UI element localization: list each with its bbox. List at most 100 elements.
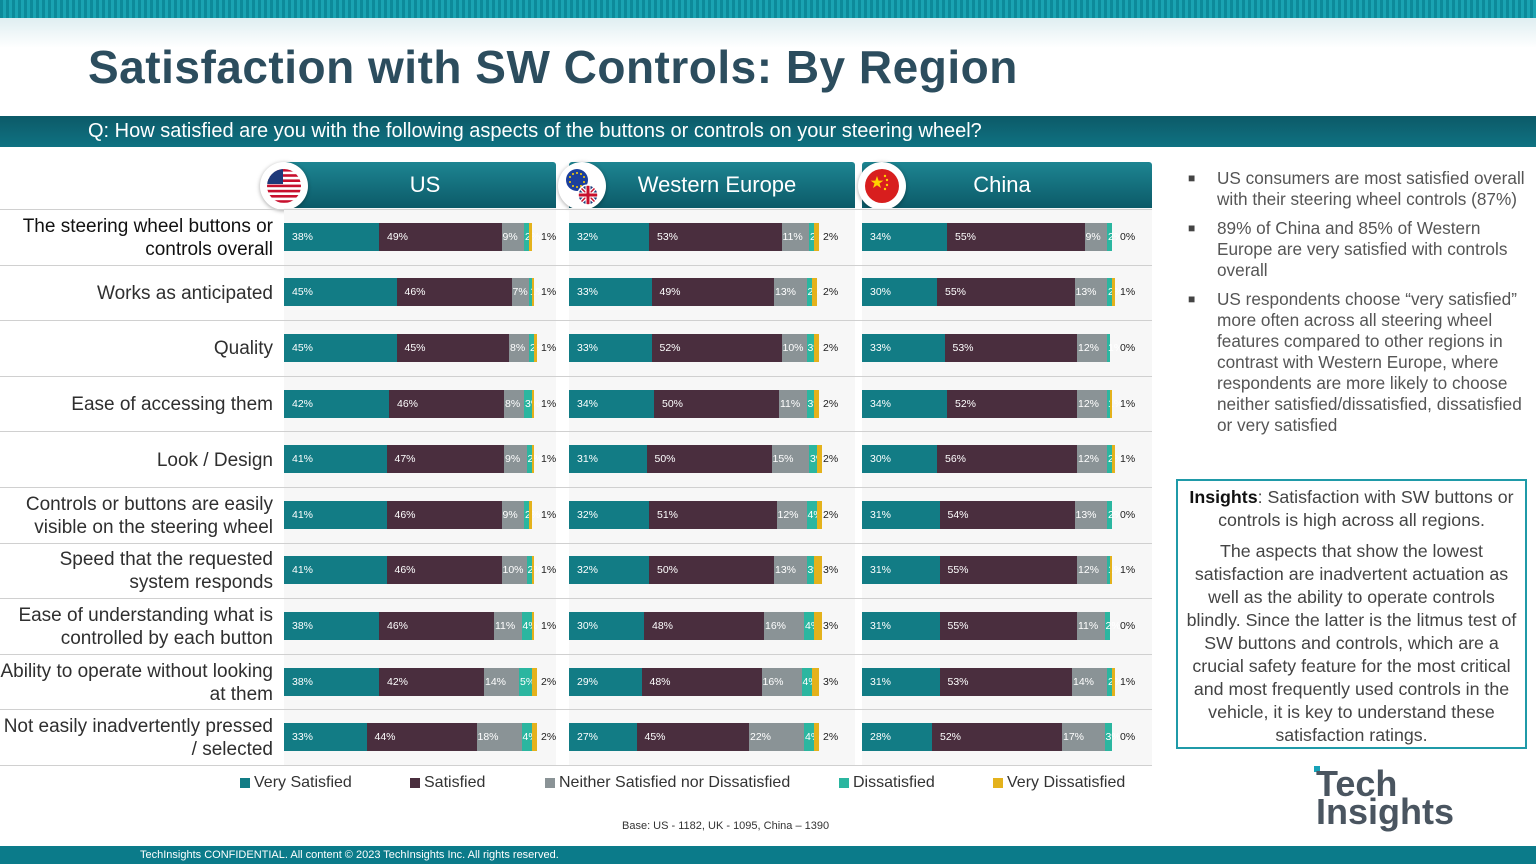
data-label: 42%	[292, 397, 314, 410]
top-stripe	[0, 0, 1536, 18]
footer-copyright: TechInsights CONFIDENTIAL. All content ©…	[0, 846, 1536, 864]
bar-segment	[1107, 389, 1110, 418]
bar-segment	[814, 334, 819, 362]
bar-segment	[284, 500, 387, 529]
top-fade	[0, 18, 1536, 48]
data-label: 55%	[955, 230, 977, 243]
data-label: 38%	[292, 675, 314, 688]
data-label: 28%	[870, 731, 892, 744]
bar-segment	[386, 500, 502, 529]
bar-segment	[862, 389, 947, 418]
data-label: 13%	[775, 286, 797, 299]
data-label: 11%	[782, 230, 803, 243]
data-label: 27%	[577, 731, 599, 744]
data-label: 50%	[654, 453, 676, 466]
data-label: 0%	[1120, 230, 1136, 243]
data-label: 1%	[541, 286, 557, 299]
data-label: 12%	[1078, 342, 1100, 354]
bar-segment	[484, 667, 519, 696]
bar-segment	[1112, 445, 1115, 474]
data-label: 1%	[541, 230, 557, 243]
bar-segment	[814, 723, 819, 752]
bar-segment	[641, 667, 762, 696]
data-label: 12%	[1078, 453, 1100, 466]
row-divider	[0, 375, 1152, 377]
data-label: 1%	[1120, 564, 1136, 577]
page-title: Satisfaction with SW Controls: By Region	[88, 41, 1018, 93]
region-header-western-europe: Western Europe	[569, 162, 855, 208]
data-label: 11%	[495, 620, 516, 632]
bar-segment	[386, 445, 504, 474]
bar-segment	[806, 389, 814, 418]
data-label: 30%	[870, 453, 892, 466]
data-label: 50%	[657, 564, 679, 577]
data-label: 29%	[577, 675, 599, 688]
data-label: 1%	[541, 342, 557, 354]
data-label: 14%	[485, 675, 507, 688]
legend-label: Satisfied	[424, 774, 486, 791]
data-label: 13%	[1075, 286, 1097, 299]
row-divider	[0, 209, 1152, 210]
bar-segment	[1062, 723, 1105, 752]
bar-segment	[569, 222, 649, 251]
data-label: 2%	[823, 397, 839, 410]
bar-segment	[531, 723, 537, 752]
data-label: 2%	[525, 508, 541, 521]
china-flag-icon	[858, 162, 906, 210]
bar-segment	[396, 278, 512, 307]
data-label: 2%	[823, 508, 839, 521]
data-label: 2%	[1108, 508, 1124, 521]
bar-segment	[811, 278, 817, 307]
data-label: 2%	[823, 731, 839, 744]
bar-segment	[366, 723, 477, 752]
legend-label: Very Dissatisfied	[1007, 774, 1126, 791]
data-label: 38%	[292, 620, 314, 632]
bar-segment	[1109, 556, 1112, 585]
bar-segment	[569, 389, 654, 418]
bar-segment	[379, 222, 502, 251]
bar-segment	[519, 667, 532, 696]
data-label: 41%	[292, 453, 314, 466]
data-label: 2%	[525, 230, 541, 243]
bar-segment	[1084, 222, 1107, 251]
data-label: 33%	[577, 342, 599, 354]
bar-segment	[761, 667, 802, 696]
bar-segment	[1077, 445, 1107, 474]
data-label: 33%	[292, 731, 314, 744]
bar-segment	[937, 445, 1077, 474]
bar-segment	[947, 389, 1077, 418]
bar-segment	[814, 556, 822, 585]
data-label: 12%	[1078, 397, 1100, 410]
data-label: 22%	[750, 731, 772, 744]
data-label: 7%	[512, 286, 528, 299]
bar-segment	[649, 222, 782, 251]
bar-segment	[1109, 389, 1112, 418]
bar-segment	[764, 612, 804, 640]
bar-segment	[569, 612, 644, 640]
data-label: 3%	[823, 675, 839, 688]
legend-label: Dissatisfied	[853, 774, 935, 791]
bar-segment	[937, 278, 1075, 307]
row-divider	[0, 598, 1152, 600]
data-label: 2%	[1108, 675, 1124, 688]
bar-segment	[862, 334, 945, 362]
data-label: 2%	[541, 675, 557, 688]
bar-segment	[476, 723, 522, 752]
data-label: 33%	[577, 286, 599, 299]
bar-segment	[529, 500, 532, 529]
data-label: 34%	[870, 230, 892, 243]
insights-keyword: Insights	[1189, 487, 1258, 507]
bar-segment	[779, 389, 807, 418]
bar-segment	[524, 389, 532, 418]
bar-segment	[504, 445, 527, 474]
data-label: 51%	[657, 508, 679, 521]
bar-segment	[569, 334, 652, 362]
bar-segment	[529, 278, 532, 307]
data-label: 53%	[657, 230, 679, 243]
data-label: 3%	[1105, 731, 1121, 744]
bar-segment	[649, 556, 774, 585]
bar-segment	[1107, 667, 1112, 696]
bar-segment	[781, 334, 807, 362]
bar-segment	[1107, 278, 1112, 307]
region-header-china: China	[862, 162, 1152, 208]
